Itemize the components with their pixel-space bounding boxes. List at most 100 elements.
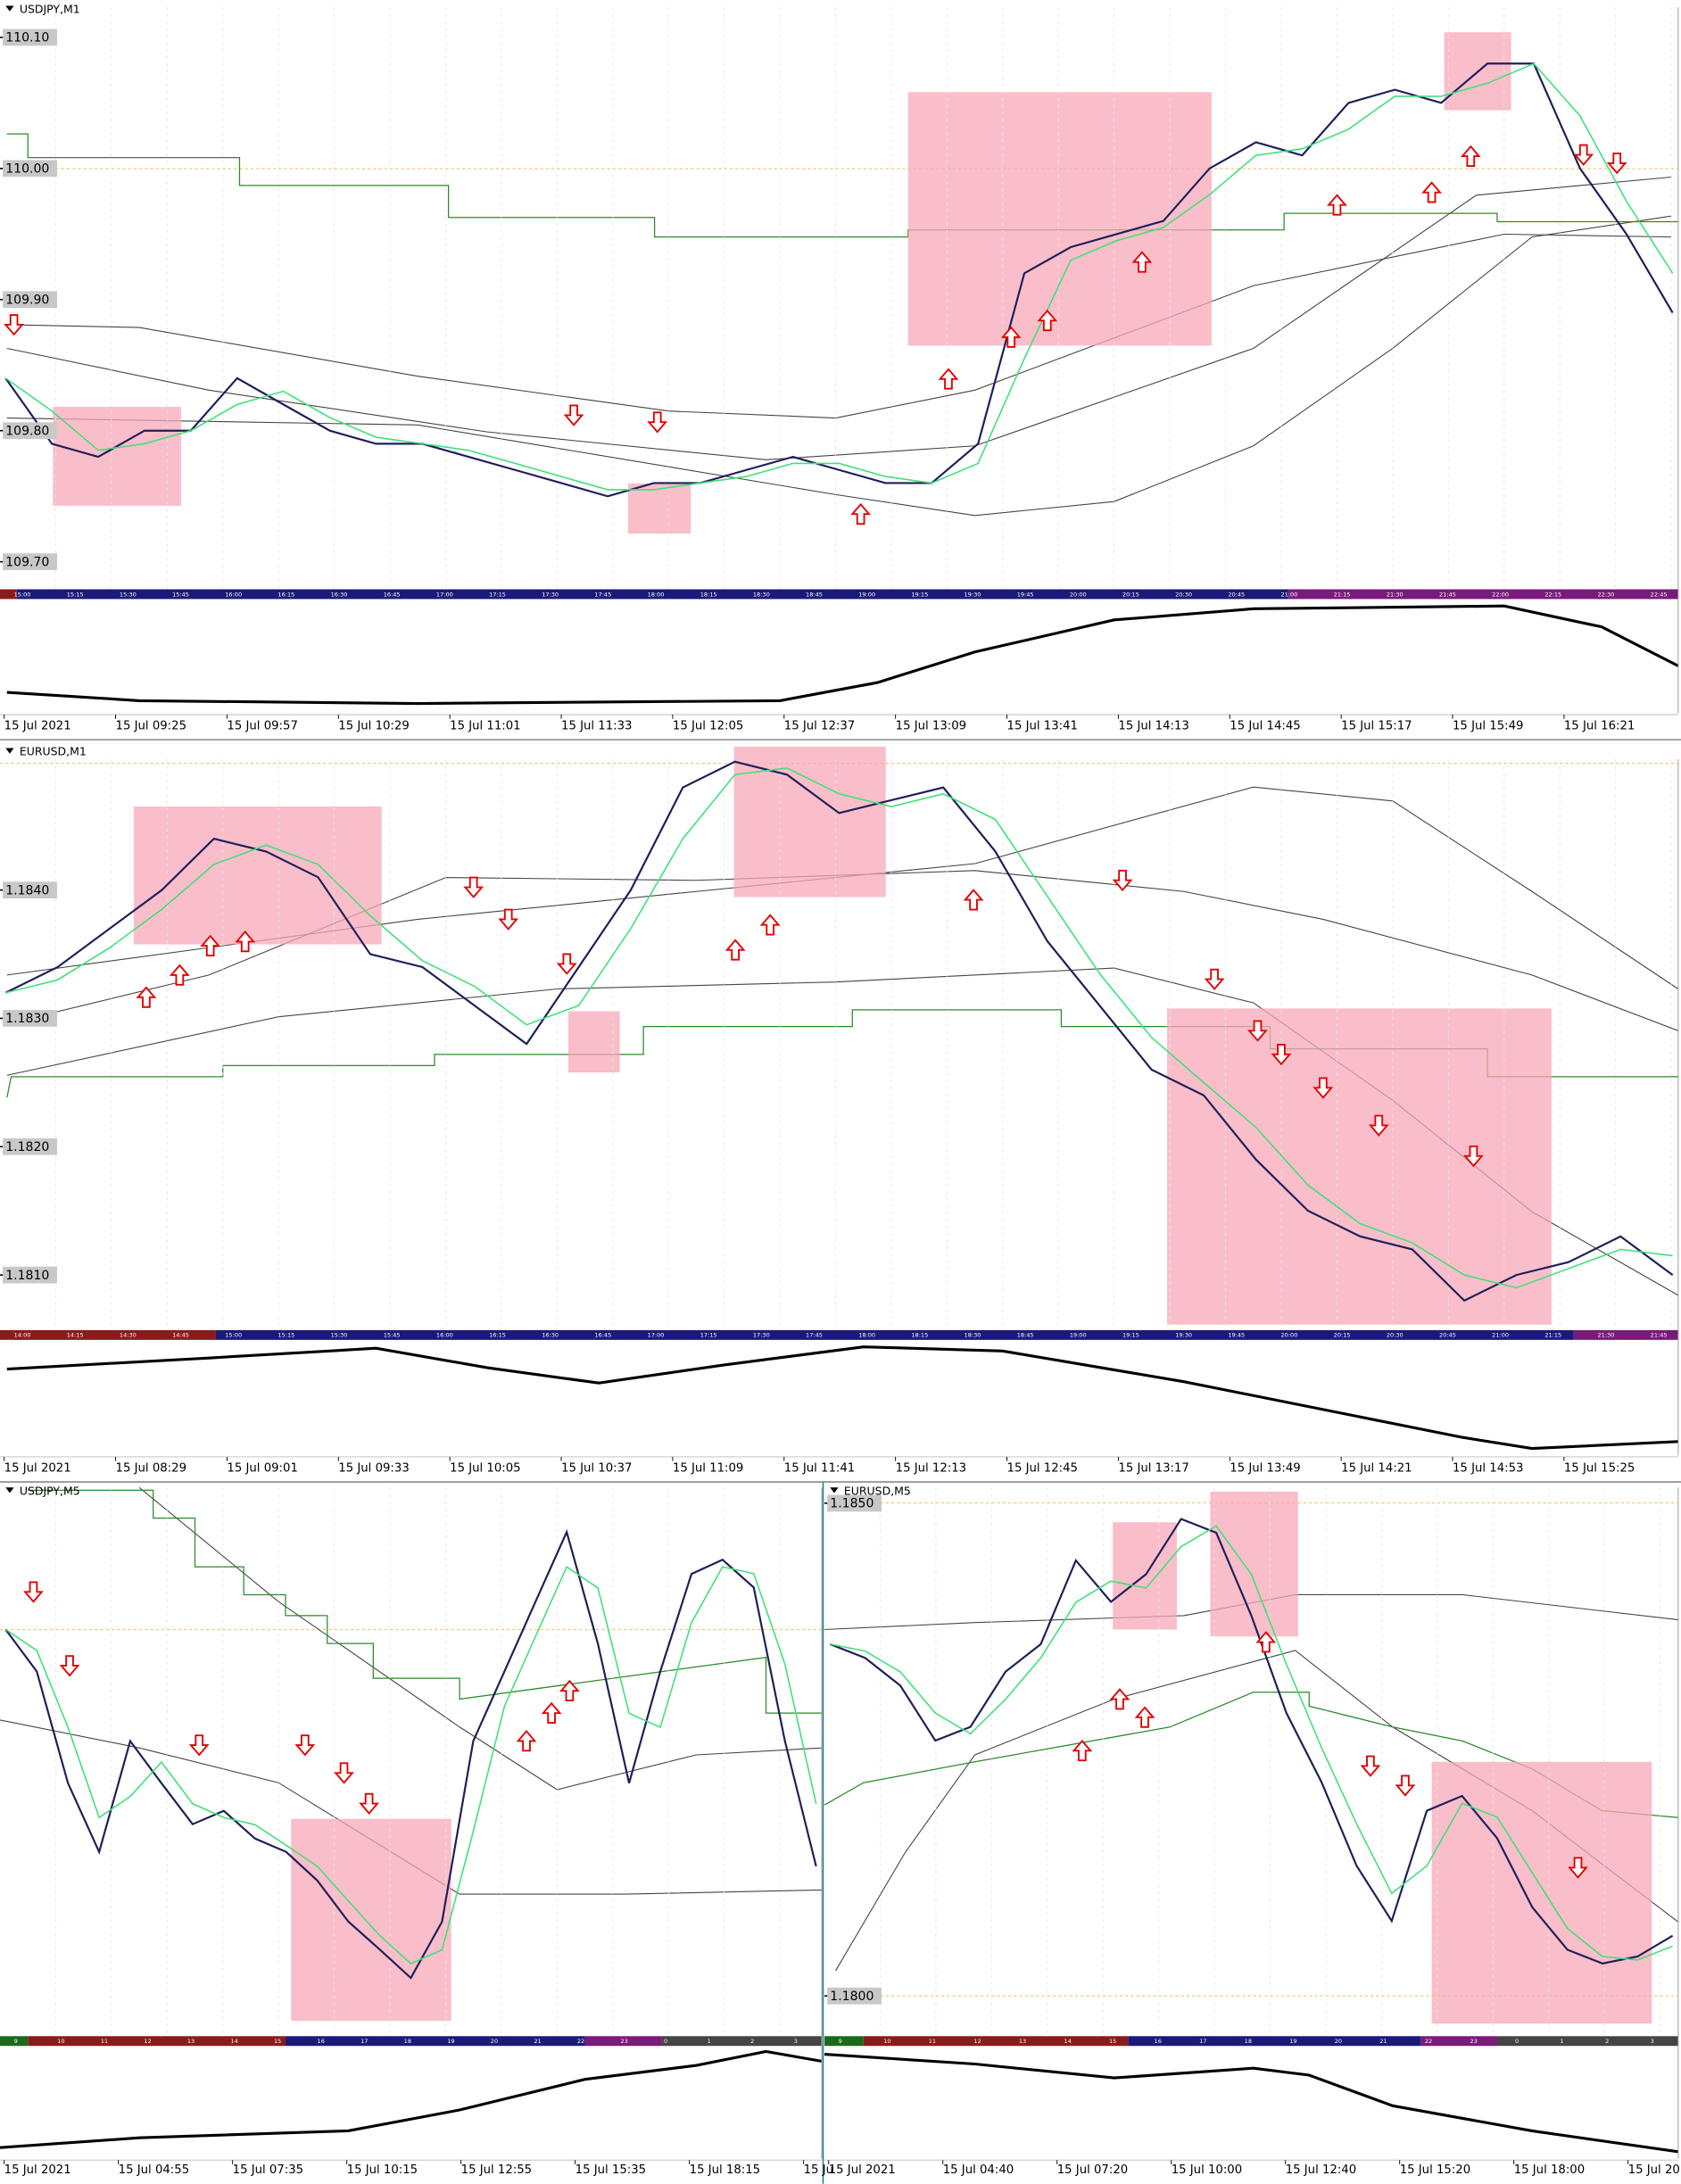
price-label-box xyxy=(3,881,57,899)
strip-label: 18:00 xyxy=(858,1332,875,1339)
strip-segment xyxy=(1573,1329,1678,1340)
strip-label: 20:30 xyxy=(1387,1332,1404,1339)
highlight-zone xyxy=(53,407,181,506)
strip-label: 15:45 xyxy=(384,1332,401,1339)
ma-fast xyxy=(4,1566,817,1965)
price-label-box xyxy=(3,29,57,46)
y-tick-label: 110.00 xyxy=(5,162,49,177)
strip-label: 1 xyxy=(708,2038,711,2045)
price-label-box xyxy=(3,160,57,178)
time-label: 15 Jul 18:00 xyxy=(1514,2163,1585,2177)
price-label-box xyxy=(3,1010,57,1027)
time-label: 15 Jul 10:37 xyxy=(561,1461,632,1475)
up-arrow xyxy=(136,986,157,1008)
down-arrow xyxy=(1112,869,1133,892)
indicator-curve xyxy=(6,1345,1678,1451)
strip-label: 16:15 xyxy=(277,591,294,598)
strip-segment xyxy=(1420,2036,1497,2047)
chart-title: USDJPY,M1 xyxy=(20,3,80,16)
y-tick-label: 1.1820 xyxy=(5,1140,49,1154)
strip-label: 22 xyxy=(577,2038,584,2045)
strip-label: 19:15 xyxy=(1122,1332,1139,1339)
strip-label: 17:30 xyxy=(542,591,559,598)
strip-label: 21:30 xyxy=(1387,591,1404,598)
strip-label: 1 xyxy=(1561,2038,1564,2045)
up-arrow xyxy=(559,1679,580,1702)
highlight-zone xyxy=(567,1011,620,1073)
price-line xyxy=(829,1518,1674,1965)
strip-label: 16:30 xyxy=(331,591,348,598)
time-label: 15 Jul 13:17 xyxy=(1118,1461,1188,1475)
down-arrow xyxy=(23,1581,44,1603)
strip-label: 18:45 xyxy=(806,591,823,598)
strip-label: 14:15 xyxy=(67,1332,84,1339)
strip-label: 19:45 xyxy=(1017,591,1034,598)
strip-label: 19:30 xyxy=(965,591,981,598)
down-arrow xyxy=(1573,144,1594,166)
strip-label: 11 xyxy=(929,2038,936,2045)
up-arrow xyxy=(1134,1706,1155,1728)
strip-label: 18:30 xyxy=(753,591,770,598)
strip-label: 21 xyxy=(534,2038,541,2045)
time-label: 15 Jul 11:41 xyxy=(784,1461,855,1475)
strip-label: 9 xyxy=(14,2038,18,2045)
strip-label: 23 xyxy=(1470,2038,1477,2045)
strip-label: 15:15 xyxy=(67,591,84,598)
down-arrow xyxy=(4,314,25,336)
strip-label: 18 xyxy=(1245,2038,1252,2045)
time-label: 15 Jul 11:09 xyxy=(673,1461,743,1475)
price-line xyxy=(4,1529,817,1980)
y-tick-label: 1.1810 xyxy=(5,1269,49,1283)
strip-label: 14 xyxy=(230,2038,237,2045)
time-label: 15 Jul 09:57 xyxy=(227,719,297,732)
up-arrow xyxy=(1255,1631,1277,1653)
time-label: 15 Jul 13:49 xyxy=(1230,1461,1300,1475)
strip-label: 21:00 xyxy=(1492,1332,1509,1339)
price-label-box xyxy=(827,1494,882,1512)
time-label: 15 Jul 10:29 xyxy=(338,719,409,732)
up-arrow xyxy=(1072,1739,1093,1762)
time-label: 15 Jul 15:20 xyxy=(1400,2163,1470,2177)
down-arrow xyxy=(334,1762,354,1784)
strip-label: 15:15 xyxy=(277,1332,294,1339)
strip-label: 14:00 xyxy=(14,1332,31,1339)
time-label: 15 Jul 11:01 xyxy=(450,719,520,732)
ma-line xyxy=(6,786,1679,989)
up-arrow xyxy=(1000,326,1022,348)
price-line xyxy=(4,62,1674,498)
strip-label: 19:45 xyxy=(1228,1332,1245,1339)
time-label: 15 Jul 10:05 xyxy=(450,1461,520,1475)
chart-title: USDJPY,M5 xyxy=(20,1484,80,1497)
y-tick-label: 110.10 xyxy=(5,31,49,46)
strip-label: 20 xyxy=(1335,2038,1342,2045)
strip-label: 14:45 xyxy=(172,1332,189,1339)
time-label: 15 Jul 04:55 xyxy=(119,2163,189,2177)
strip-segment xyxy=(1128,2036,1421,2047)
up-arrow xyxy=(725,939,746,961)
down-arrow xyxy=(563,404,584,426)
strip-label: 16 xyxy=(1155,2038,1162,2045)
strip-segment xyxy=(0,2036,29,2047)
strip-label: 17 xyxy=(1199,2038,1206,2045)
strip-label: 17:45 xyxy=(806,1332,823,1339)
time-label: 15 Jul 12:55 xyxy=(461,2163,532,2177)
strip-label: 19:00 xyxy=(1070,1332,1087,1339)
strip-label: 20:45 xyxy=(1228,591,1245,598)
time-label: 15 Jul 07:35 xyxy=(233,2163,303,2177)
strip-label: 20:45 xyxy=(1439,1332,1456,1339)
down-arrow xyxy=(556,953,577,975)
indicator-curve xyxy=(824,2053,1679,2154)
time-label: 15 Jul 14:13 xyxy=(1118,719,1188,732)
strip-label: 22 xyxy=(1425,2038,1432,2045)
highlight-zone xyxy=(1210,1491,1298,1637)
strip-segment xyxy=(28,2036,286,2047)
strip-label: 16 xyxy=(318,2038,325,2045)
strip-segment xyxy=(285,2036,585,2047)
strip-label: 20:15 xyxy=(1122,591,1139,598)
strip-segment xyxy=(0,1329,216,1340)
strip-label: 21:30 xyxy=(1597,1332,1614,1339)
chart-title: EURUSD,M5 xyxy=(844,1484,911,1497)
ma-line xyxy=(6,176,1672,460)
time-label: 15 Jul 12:45 xyxy=(1007,1461,1078,1475)
